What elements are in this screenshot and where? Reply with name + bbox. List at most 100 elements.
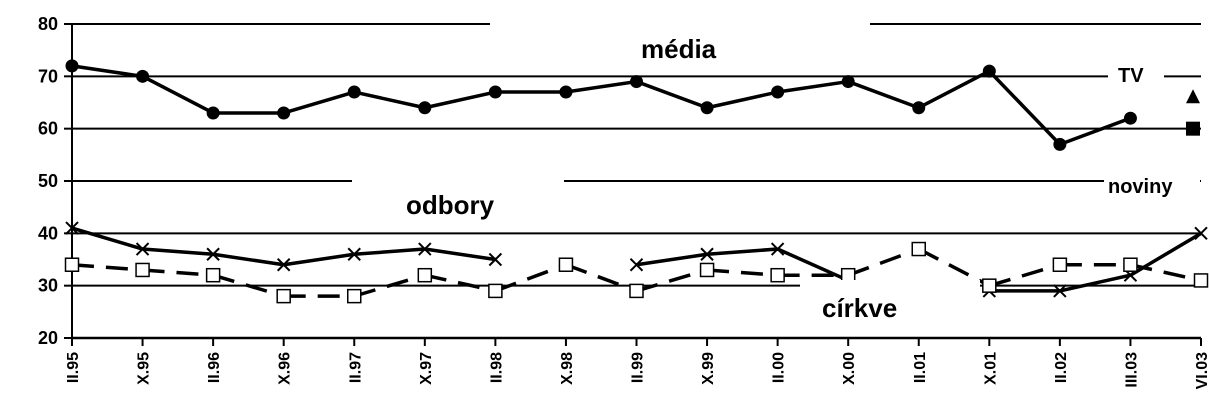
x-tick-label-16: VI.03 [1194,352,1209,389]
y-tick-label-40: 40 [38,223,58,243]
point-mdia-4 [347,85,361,99]
point-crkve-10 [770,267,785,283]
segment-crkve-6 [494,263,567,293]
x-tick-label-5: X.97 [418,352,435,385]
point-crkve-14 [1052,257,1068,272]
series-labels: média odbory církve TV noviny [352,14,1200,330]
segment-crkve-13 [988,263,1061,288]
point-mdia-12 [912,101,926,115]
y-tick-label-50: 50 [38,171,58,191]
label-noviny: noviny [1108,176,1173,198]
point-crkve-12 [911,241,926,257]
segment-mdia-10 [777,79,849,94]
point-noviny-1 [1186,121,1200,136]
point-odbory-0 [65,221,79,235]
y-tick-label-20: 20 [38,328,58,348]
y-tick-label-60: 60 [38,119,58,139]
point-crkve-16 [1193,273,1209,288]
point-mdia-2 [206,106,220,120]
point-crkve-1 [135,262,150,278]
y-axis-ticks: 20 30 40 50 60 70 80 [38,14,72,348]
point-mdia-13 [982,64,996,78]
point-odbory-2 [206,247,220,261]
x-tick-label-6: II.98 [488,352,505,383]
segment-odbory-2 [212,252,284,267]
segment-odbory-0 [71,226,144,251]
segment-odbory-15 [1129,231,1202,277]
label-cirkve: církve [822,293,897,323]
point-tv-0 [1186,89,1200,104]
x-tick-label-1: X.95 [136,352,153,385]
point-mdia-5 [418,101,432,115]
x-tick-label-10: II.00 [771,352,788,383]
point-odbory-4 [347,247,361,261]
x-tick-label-11: X.00 [841,352,858,385]
x-tick-label-14: II.02 [1053,352,1070,383]
point-odbory-14 [1053,284,1067,298]
point-odbory-16 [1194,226,1208,241]
segment-odbory-3 [283,252,355,267]
point-mdia-0 [65,59,79,73]
point-mdia-14 [1053,137,1067,151]
y-tick-label-80: 80 [38,14,58,34]
segment-mdia-11 [847,79,920,110]
point-crkve-13 [982,278,997,293]
point-mdia-6 [488,85,502,99]
segment-crkve-9 [706,268,778,277]
point-odbory-9 [700,247,714,261]
segment-mdia-14 [1059,116,1132,147]
segment-mdia-8 [635,79,708,110]
point-mdia-15 [1123,111,1137,125]
point-crkve-2 [205,267,221,283]
segment-mdia-9 [706,90,779,110]
x-tick-label-9: X.99 [700,352,717,385]
x-tick-label-3: X.96 [277,352,294,385]
segment-crkve-0 [71,262,143,272]
segment-mdia-3 [283,90,355,115]
point-crkve-11 [840,267,856,283]
label-media: média [641,34,717,64]
segment-crkve-8 [636,268,708,293]
x-tick-label-8: II.99 [630,352,647,383]
point-crkve-5 [417,267,433,283]
point-odbory-1 [135,242,150,256]
gridlines [72,23,1201,287]
extra-points [1186,89,1200,136]
point-crkve-8 [629,283,644,299]
x-axis-ticks: II.95 X.95 II.96 X.96 II.97 X.97 II.98 X.98 II.9… [65,338,1209,389]
point-odbory-6 [488,252,503,267]
series-group [64,59,1209,304]
x-tick-label-2: II.96 [206,352,223,383]
segment-odbory-10 [776,247,849,283]
point-crkve-6 [488,283,503,299]
point-crkve-4 [347,288,362,304]
segment-mdia-5 [424,90,496,110]
point-mdia-8 [630,75,643,89]
point-mdia-7 [559,85,573,99]
segment-mdia-12 [917,69,991,110]
segment-mdia-7 [565,79,637,94]
segment-crkve-11 [847,247,920,277]
label-odbory: odbory [406,190,495,220]
point-mdia-10 [771,85,785,99]
series-crkve [64,241,1209,304]
segment-crkve-15 [1130,263,1202,283]
point-mdia-1 [136,69,150,83]
y-tick-label-30: 30 [38,276,58,296]
point-mdia-9 [700,101,714,115]
label-tv: TV [1118,65,1144,87]
segment-mdia-1 [141,74,214,115]
segment-mdia-13 [988,69,1062,146]
segment-odbory-1 [142,247,214,257]
point-odbory-3 [276,258,291,272]
x-tick-label-12: II.01 [912,352,929,383]
point-mdia-11 [841,75,855,89]
point-odbory-8 [629,258,644,272]
segment-crkve-12 [917,247,991,288]
point-crkve-7 [558,257,574,272]
point-odbory-10 [770,242,785,256]
segment-crkve-7 [565,263,638,293]
x-tick-label-13: X.01 [982,352,999,385]
segment-odbory-5 [424,247,496,262]
segment-crkve-1 [142,268,214,277]
